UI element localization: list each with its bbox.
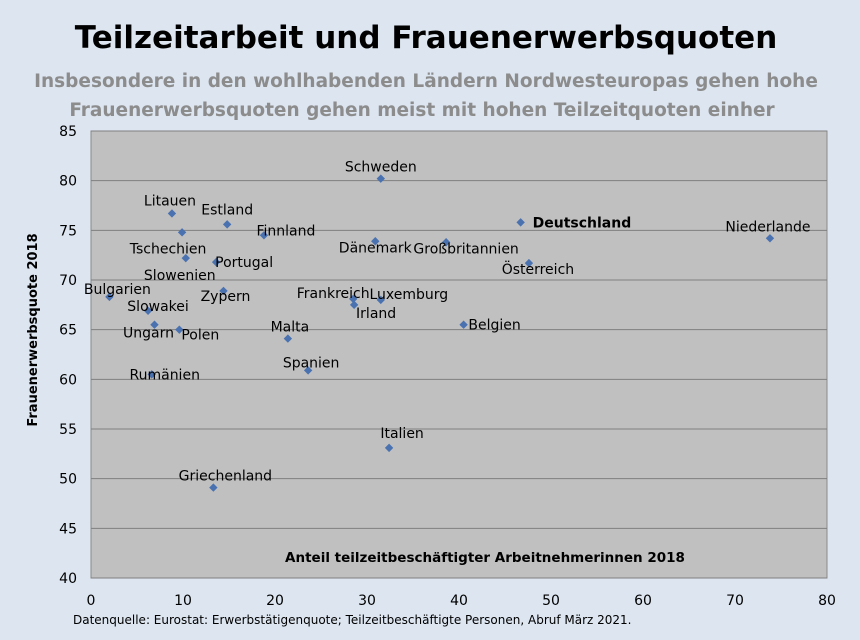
data-point-marker bbox=[283, 334, 293, 343]
data-point-marker bbox=[209, 483, 218, 492]
x-tick-label: 50 bbox=[542, 593, 560, 609]
data-point-marker bbox=[259, 231, 269, 240]
x-tick-label: 20 bbox=[266, 593, 284, 609]
data-point-label: Luxemburg bbox=[369, 287, 448, 303]
y-tick-label: 75 bbox=[59, 223, 77, 239]
chart-title: Teilzeitarbeit und Frauenerwerbsquoten bbox=[75, 20, 778, 56]
data-point-marker bbox=[349, 294, 358, 304]
data-point-marker bbox=[175, 325, 184, 334]
data-point-marker bbox=[303, 366, 313, 375]
source-note: Datenquelle: Eurostat: Erwerbstätigenquo… bbox=[73, 613, 632, 627]
data-point-label: Portugal bbox=[215, 255, 273, 271]
data-point-label: Zypern bbox=[201, 289, 251, 305]
x-tick-label: 70 bbox=[726, 593, 744, 609]
data-point-marker bbox=[150, 320, 159, 329]
data-point-label: Niederlande bbox=[725, 219, 810, 235]
data-point-marker bbox=[143, 306, 153, 315]
data-point-marker bbox=[376, 295, 385, 305]
y-tick-label: 85 bbox=[59, 124, 77, 140]
data-point-marker bbox=[219, 286, 228, 296]
x-tick-label: 10 bbox=[174, 593, 192, 609]
data-point-marker bbox=[516, 218, 525, 227]
x-axis-ticks: 0 10 20 30 40 50 60 70 80 bbox=[87, 593, 836, 609]
data-point-label: Estland bbox=[201, 202, 253, 218]
y-tick-label: 50 bbox=[59, 472, 77, 488]
data-point-label: Großbritannien bbox=[413, 241, 518, 257]
chart-subtitle-line-2: Frauenerwerbsquoten gehen meist mit hohe… bbox=[69, 100, 775, 121]
data-point-marker bbox=[441, 238, 451, 247]
data-point-label: Bulgarien bbox=[84, 282, 151, 298]
x-tick-label: 40 bbox=[450, 593, 468, 609]
data-point-label: Deutschland bbox=[533, 215, 632, 231]
y-tick-label: 45 bbox=[59, 521, 77, 537]
data-point-label: Rumänien bbox=[130, 367, 200, 383]
y-axis-label: Frauenerwerbsquote 2018 bbox=[26, 233, 41, 426]
y-tick-label: 65 bbox=[59, 323, 77, 339]
data-points bbox=[105, 174, 775, 492]
data-point-label: Slowakei bbox=[127, 299, 188, 315]
data-point-marker bbox=[371, 237, 380, 246]
data-point-label: Schweden bbox=[345, 160, 417, 176]
x-tick-label: 60 bbox=[634, 593, 652, 609]
data-point-label: Slowenien bbox=[144, 268, 216, 284]
data-point-label: Griechenland bbox=[179, 469, 272, 485]
y-tick-label: 80 bbox=[59, 174, 77, 190]
data-point-label: Spanien bbox=[283, 355, 340, 371]
data-point-marker bbox=[222, 220, 232, 229]
data-point-label: Belgien bbox=[468, 318, 520, 334]
data-point-marker bbox=[167, 209, 177, 218]
data-point-marker bbox=[376, 174, 385, 183]
data-point-label: Österreich bbox=[502, 260, 574, 278]
data-point-label: Malta bbox=[271, 320, 310, 336]
data-point-marker bbox=[349, 300, 359, 310]
x-tick-label: 30 bbox=[358, 593, 376, 609]
y-tick-label: 70 bbox=[59, 273, 77, 289]
data-point-label: Italien bbox=[380, 426, 423, 442]
data-point-marker bbox=[211, 257, 221, 267]
x-tick-label: 0 bbox=[87, 593, 96, 609]
data-point-label: Ungarn bbox=[123, 326, 174, 342]
y-tick-label: 55 bbox=[59, 422, 77, 438]
data-point-label: Dänemark bbox=[339, 240, 413, 256]
chart-subtitle-line-1: Insbesondere in den wohlhabenden Ländern… bbox=[34, 71, 818, 92]
x-tick-label: 80 bbox=[818, 593, 836, 609]
data-point-marker bbox=[524, 258, 534, 268]
data-point-label: Frankreich bbox=[297, 286, 370, 302]
data-point-marker bbox=[765, 234, 775, 243]
data-point-label: Polen bbox=[181, 328, 219, 344]
data-point-label: Finnland bbox=[257, 223, 316, 239]
data-point-marker bbox=[384, 443, 394, 453]
y-axis-ticks: 40 45 50 55 60 65 70 75 80 85 bbox=[59, 124, 77, 587]
plot-area bbox=[90, 130, 828, 579]
y-tick-label: 60 bbox=[59, 372, 77, 388]
y-tick-label: 40 bbox=[59, 571, 77, 587]
data-point-label: Litauen bbox=[144, 193, 196, 209]
data-point-marker bbox=[147, 370, 156, 379]
gridlines bbox=[91, 130, 827, 579]
x-axis-label: Anteil teilzeitbeschäftigter Arbeitnehme… bbox=[285, 550, 685, 566]
data-point-marker bbox=[459, 320, 468, 329]
data-point-marker bbox=[177, 228, 187, 237]
data-point-label: Tschechien bbox=[129, 241, 207, 257]
data-point-marker bbox=[181, 253, 190, 263]
data-point-label: Irland bbox=[356, 306, 396, 322]
data-point-marker bbox=[105, 292, 114, 302]
